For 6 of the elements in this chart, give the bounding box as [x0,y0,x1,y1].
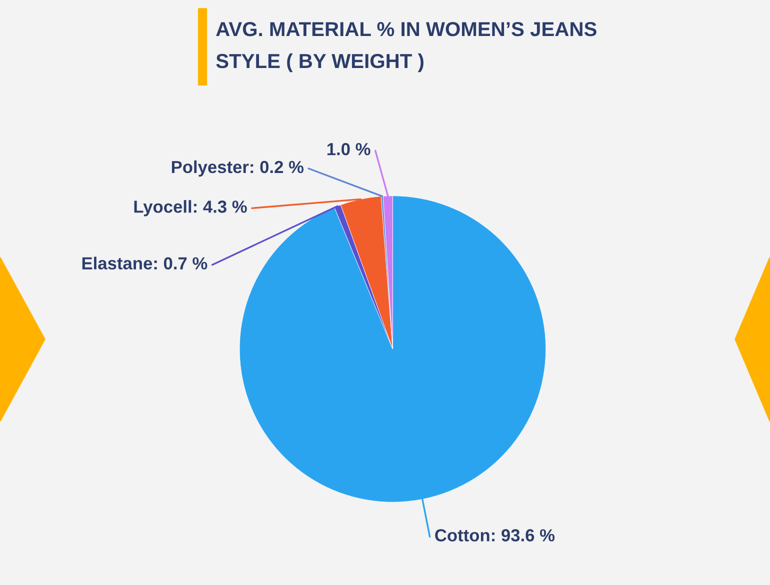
chart-title: AVG. MATERIAL % IN WOMEN’S JEANS STYLE ( BY WEIGHT ) [216,22,596,72]
slice-label: Elastane: 0.7 % [82,256,208,270]
data-label: 1.0 % [327,142,370,156]
slice-label: Lyocell: 4.3 % [134,200,247,216]
slice-label: Polyester: 0.2 % [172,160,304,177]
slice-label: Cotton: 93.6 % [435,529,555,542]
